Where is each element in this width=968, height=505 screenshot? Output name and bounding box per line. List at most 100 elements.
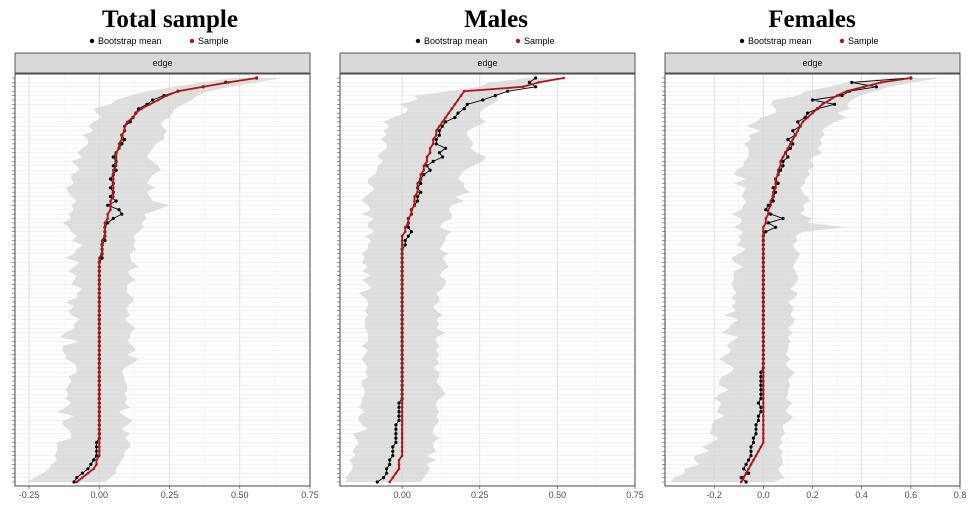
sample-point	[98, 423, 101, 427]
sample-point	[98, 445, 101, 449]
sample-point	[431, 138, 435, 141]
sample-point	[416, 186, 419, 190]
sample-point	[81, 476, 84, 479]
bootstrap-mean-point	[749, 449, 753, 453]
sample-point	[776, 168, 780, 172]
sample-point	[400, 384, 404, 387]
sample-point	[397, 467, 401, 471]
sample-point	[400, 305, 404, 308]
sample-point	[435, 129, 438, 132]
sample-point	[759, 445, 763, 449]
sample-point	[767, 208, 770, 211]
bootstrap-mean-point	[106, 221, 110, 225]
sample-point	[120, 138, 124, 141]
sample-point	[98, 432, 101, 436]
sample-point	[786, 147, 790, 150]
sample-point	[521, 85, 525, 89]
sample-point	[428, 151, 432, 154]
sample-point	[438, 125, 441, 128]
sample-point	[400, 327, 404, 330]
sample-point	[425, 160, 429, 163]
sample-point	[462, 89, 466, 93]
sample-point	[98, 353, 101, 357]
bootstrap-mean-point	[771, 199, 775, 203]
sample-point	[112, 186, 115, 190]
sample-point	[762, 261, 765, 264]
sample-points	[388, 76, 565, 484]
sample-point	[117, 147, 121, 150]
sample-point	[134, 111, 138, 115]
bootstrap-mean-point	[778, 168, 783, 172]
sample-point	[98, 331, 101, 335]
sample-point	[447, 111, 451, 115]
x-tick-label: 0.25	[471, 490, 489, 500]
sample-point	[98, 441, 101, 444]
bootstrap-mean-point	[111, 164, 115, 168]
sample-point	[762, 256, 765, 260]
sample-point	[400, 401, 404, 405]
sample-point	[400, 370, 404, 374]
legend-key-bootstrap-mean	[739, 38, 745, 44]
sample-point	[403, 230, 407, 233]
sample-point	[400, 287, 404, 291]
bootstrap-mean-point	[739, 476, 743, 480]
sample-point	[410, 212, 413, 216]
sample-point	[400, 278, 404, 282]
sample-point	[762, 230, 765, 233]
sample-point	[798, 125, 802, 128]
x-axis: -0.25 0.00 0.25 0.50 0.75	[19, 486, 319, 500]
sample-point	[400, 331, 404, 335]
sample-point	[762, 335, 765, 339]
bootstrap-mean-point	[94, 440, 99, 445]
bootstrap-mean-point	[786, 155, 790, 159]
sample-point	[400, 256, 404, 260]
bootstrap-mean-point	[759, 383, 763, 387]
bootstrap-mean-point	[123, 137, 127, 142]
sample-point	[762, 349, 765, 352]
bootstrap-mean-point	[840, 94, 844, 98]
legend-label-bootstrap-mean: Bootstrap mean	[98, 36, 162, 46]
sample-point	[762, 344, 765, 348]
sample-point	[388, 480, 392, 484]
sample-point	[98, 375, 101, 378]
sample-point	[400, 379, 404, 383]
sample-point	[762, 313, 765, 317]
sample-point	[103, 234, 107, 238]
bootstrap-mean-point	[810, 98, 815, 102]
sample-point	[739, 480, 743, 484]
sample-point	[562, 76, 565, 80]
sample-point	[98, 261, 101, 264]
sample-point	[400, 296, 404, 299]
x-tick-label: 0.75	[301, 490, 319, 500]
bootstrap-mean-point	[431, 159, 435, 163]
bootstrap-mean-point	[397, 405, 401, 409]
sample-point	[400, 406, 404, 409]
bootstrap-mean-point	[759, 410, 763, 414]
sample-point	[95, 463, 98, 466]
sample-point	[98, 454, 101, 458]
sample-point	[762, 274, 765, 277]
sample-point	[391, 476, 395, 479]
x-tick-label: -0.25	[19, 490, 40, 500]
sample-point	[794, 133, 797, 137]
sample-point	[400, 344, 404, 348]
sample-point	[109, 208, 112, 211]
bootstrap-mean-point	[774, 225, 778, 229]
sample-point	[400, 375, 404, 378]
sample-point	[762, 397, 765, 400]
bootstrap-mean-point	[111, 216, 115, 221]
sample-point	[796, 129, 800, 132]
bootstrap-mean-point	[776, 181, 780, 185]
sample-point	[880, 81, 883, 84]
bootstrap-mean-point	[416, 199, 420, 203]
bootstrap-mean-point	[527, 80, 532, 84]
sample-point	[762, 265, 765, 269]
bootstrap-mean-point	[103, 238, 107, 243]
bootstrap-mean-point	[388, 458, 392, 462]
sample-point	[767, 212, 770, 216]
sample-point	[419, 173, 423, 176]
bootstrap-mean-point	[759, 405, 763, 409]
bootstrap-mean-point	[114, 168, 118, 172]
bootstrap-mean-point	[744, 480, 748, 484]
bootstrap-mean-point	[111, 155, 115, 159]
